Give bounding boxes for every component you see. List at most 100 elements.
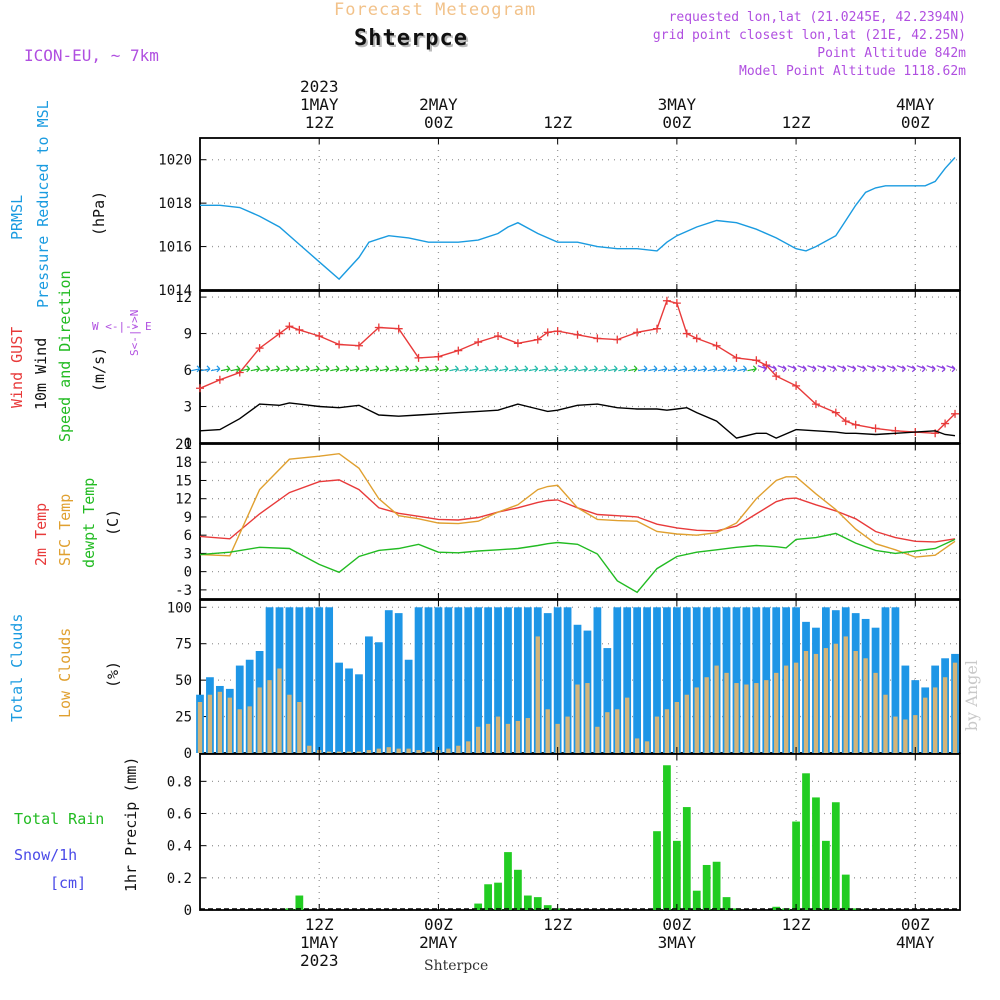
bottom-time-label: 3MAY: [658, 933, 697, 952]
y-tick-label: 25: [175, 710, 192, 726]
bar-low-clouds: [217, 691, 223, 753]
bar-low-clouds: [615, 709, 620, 753]
y-tick-label: 21: [175, 437, 192, 453]
y-tick-label: 100: [167, 600, 192, 616]
wind-arrow: [389, 365, 400, 373]
bar-total-clouds: [881, 607, 890, 753]
bar-precip: [533, 897, 542, 910]
info-model-altitude: Model Point Altitude 1118.62m: [739, 64, 966, 79]
bar-total-clouds: [285, 607, 294, 753]
bar-total-clouds: [752, 607, 761, 753]
bar-low-clouds: [376, 748, 381, 753]
bar-low-clouds: [903, 719, 908, 753]
gust-marker: [235, 368, 244, 377]
wind-arrow: [449, 365, 459, 373]
wind-arrow: [717, 365, 727, 373]
bar-total-clouds: [434, 607, 443, 753]
gust-marker: [196, 384, 204, 393]
bar-low-clouds: [326, 751, 332, 753]
model-label: ICON-EU, ~ 7km: [24, 46, 159, 65]
bar-total-clouds: [514, 607, 522, 753]
bar-precip: [295, 895, 304, 910]
wind-arrow: [707, 365, 718, 373]
bar-low-clouds: [396, 748, 401, 753]
bar-precip: [474, 903, 483, 910]
bar-total-clouds: [444, 607, 453, 753]
wind-arrow: [856, 365, 867, 373]
bar-precip: [504, 852, 512, 910]
bar-low-clouds: [754, 683, 759, 753]
bar-total-clouds: [523, 607, 532, 753]
bottom-time-label: 2MAY: [419, 933, 458, 952]
wind-arrow: [638, 365, 648, 373]
y-tick-label: 15: [175, 473, 192, 489]
wind-arrow: [300, 365, 310, 373]
info-requested: requested lon,lat (21.0245E, 42.2394N): [668, 10, 966, 25]
gust-marker: [841, 417, 850, 426]
wind-arrow: [866, 365, 876, 373]
wind-arrow: [310, 365, 320, 373]
wind-arrow: [767, 365, 777, 373]
panel-4: 0 0.2 0.4 0.6 0.8: [167, 753, 961, 919]
gust-marker: [682, 329, 691, 338]
top-time-label: 12Z: [543, 113, 572, 132]
bar-precip: [523, 895, 532, 910]
bar-low-clouds: [952, 662, 958, 753]
y-tick-label: 12: [175, 492, 192, 508]
bar-total-clouds: [345, 668, 353, 753]
series-line: [199, 402, 956, 439]
bottom-time-label: 4MAY: [896, 933, 935, 952]
bar-precip: [712, 861, 721, 910]
bar-precip: [831, 802, 840, 910]
bar-total-clouds: [603, 648, 612, 753]
gust-marker: [275, 329, 284, 338]
top-time-label: 3MAY: [658, 95, 697, 114]
gust-marker: [662, 296, 671, 305]
wind-arrow: [369, 365, 380, 373]
precip-snow-unit: [cm]: [50, 874, 87, 892]
bar-precip: [692, 890, 701, 910]
wind-arrow: [459, 365, 469, 373]
gust-marker: [831, 408, 840, 417]
gust-marker: [434, 352, 443, 361]
bar-low-clouds: [833, 643, 838, 753]
wind-arrow: [687, 365, 698, 373]
wind-arrow: [528, 365, 539, 373]
bar-precip: [802, 773, 810, 910]
gust-marker: [652, 324, 661, 333]
bar-total-clouds: [305, 607, 314, 753]
panel-frame: [199, 137, 961, 291]
bar-low-clouds: [505, 723, 511, 753]
bar-low-clouds: [416, 750, 421, 753]
wind-arrow: [290, 365, 300, 373]
bar-total-clouds: [374, 642, 383, 753]
top-time-label: 00Z: [901, 113, 930, 132]
wind-arrow: [906, 365, 916, 373]
gust-marker: [215, 375, 224, 384]
bar-precip: [653, 831, 661, 910]
top-time-label: 12Z: [305, 113, 334, 132]
gust-marker: [285, 322, 294, 331]
bar-total-clouds: [901, 665, 910, 753]
bar-total-clouds: [384, 610, 393, 753]
wind-arrow: [827, 365, 837, 373]
bar-low-clouds: [793, 662, 799, 753]
y-tick-label: 1020: [158, 153, 192, 169]
bar-low-clouds: [197, 702, 203, 753]
bar-precip: [494, 882, 502, 910]
bar-low-clouds: [714, 665, 719, 753]
wind-arrow: [677, 365, 688, 373]
bar-low-clouds: [466, 741, 471, 753]
gust-marker: [613, 335, 622, 344]
bar-total-clouds: [663, 607, 671, 753]
bottom-time-label: 2023: [300, 951, 339, 970]
wind-arrow: [598, 365, 608, 373]
series-line: [199, 299, 956, 435]
bar-total-clouds: [365, 636, 373, 753]
wind-arrow: [558, 365, 569, 373]
y-tick-label: 3: [184, 546, 192, 562]
bar-total-clouds: [742, 607, 751, 753]
gust-marker: [871, 424, 880, 433]
bar-low-clouds: [595, 726, 600, 753]
wind-arrow: [419, 365, 429, 373]
